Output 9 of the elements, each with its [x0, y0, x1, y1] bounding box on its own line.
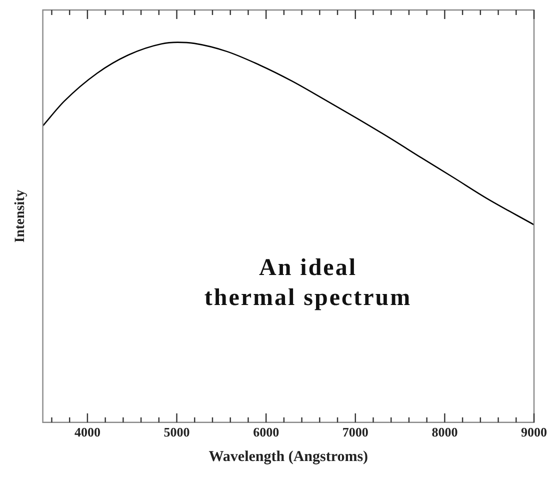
x-axis-title: Wavelength (Angstroms)	[208, 448, 368, 465]
x-tick-label: 9000	[521, 424, 547, 440]
annotation: An ideal thermal spectrum	[203, 254, 413, 313]
x-tick-label: 4000	[74, 424, 100, 440]
x-tick-label: 5000	[164, 424, 190, 440]
x-tick-label: 6000	[253, 424, 280, 440]
x-tick-label: 7000	[342, 424, 368, 440]
y-axis-title: Intensity	[13, 190, 28, 243]
x-tick-label: 8000	[432, 424, 458, 440]
